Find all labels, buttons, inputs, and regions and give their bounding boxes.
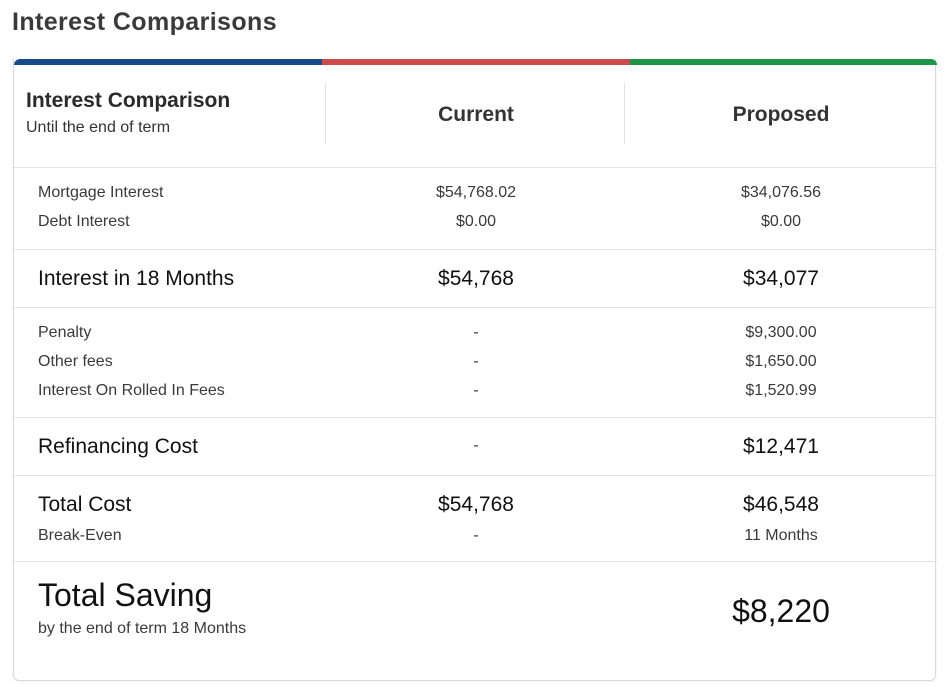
page-title: Interest Comparisons xyxy=(12,8,278,36)
current-value: $54,768 xyxy=(438,267,514,290)
row-label: Debt Interest xyxy=(38,213,130,230)
interest-details-group: Mortgage Interest $54,768.02 $34,076.56 … xyxy=(14,168,937,250)
interest-comparison-card: Interest Comparison Until the end of ter… xyxy=(13,59,937,681)
row-label: Mortgage Interest xyxy=(38,184,164,201)
proposed-value: $1,520.99 xyxy=(745,382,817,399)
row-label: Penalty xyxy=(38,324,92,341)
break-even-proposed: 11 Months xyxy=(744,527,818,544)
color-bar-green xyxy=(629,59,937,65)
total-saving-row: Total Saving by the end of term 18 Month… xyxy=(14,562,937,680)
proposed-value: $1,650.00 xyxy=(745,353,817,370)
current-value: - xyxy=(473,353,479,370)
current-value: $54,768 xyxy=(438,493,514,516)
current-value: $0.00 xyxy=(455,213,497,230)
current-value: - xyxy=(473,382,479,399)
column-header-proposed: Proposed xyxy=(732,103,830,126)
total-saving-value: $8,220 xyxy=(732,593,830,629)
row-label: Total Cost xyxy=(38,493,132,516)
color-bar-blue xyxy=(14,59,322,65)
proposed-value: $34,076.56 xyxy=(740,184,822,201)
proposed-value: $12,471 xyxy=(743,435,819,458)
break-even-label: Break-Even xyxy=(38,527,122,544)
row-label: Interest On Rolled In Fees xyxy=(38,382,225,399)
total-cost-row: Total Cost $54,768 $46,548 Break-Even - … xyxy=(14,476,937,562)
total-saving-label: Total Saving xyxy=(38,577,213,613)
interest-total-row: Interest in 18 Months $54,768 $34,077 xyxy=(14,250,937,308)
current-value: $54,768.02 xyxy=(435,184,517,201)
break-even-current: - xyxy=(473,527,479,544)
header-title: Interest Comparison xyxy=(26,89,231,112)
column-header-current: Current xyxy=(438,103,514,126)
total-saving-subtitle: by the end of term 18 Months xyxy=(38,620,247,637)
row-label: Interest in 18 Months xyxy=(38,267,235,290)
column-divider xyxy=(624,83,625,144)
row-label: Other fees xyxy=(38,353,113,370)
current-value: - xyxy=(473,437,479,454)
fees-group: Penalty - $9,300.00 Other fees - $1,650.… xyxy=(14,308,937,418)
current-value: - xyxy=(473,324,479,341)
table-header: Interest Comparison Until the end of ter… xyxy=(14,65,937,168)
column-divider xyxy=(325,83,326,144)
row-label: Refinancing Cost xyxy=(38,435,198,458)
proposed-value: $46,548 xyxy=(743,493,819,516)
proposed-value: $0.00 xyxy=(760,213,802,230)
proposed-value: $9,300.00 xyxy=(745,324,817,341)
color-bar xyxy=(14,59,937,65)
header-subtitle: Until the end of term xyxy=(26,119,171,136)
proposed-value: $34,077 xyxy=(743,267,819,290)
color-bar-red xyxy=(321,59,630,65)
refinancing-cost-row: Refinancing Cost - $12,471 xyxy=(14,418,937,476)
